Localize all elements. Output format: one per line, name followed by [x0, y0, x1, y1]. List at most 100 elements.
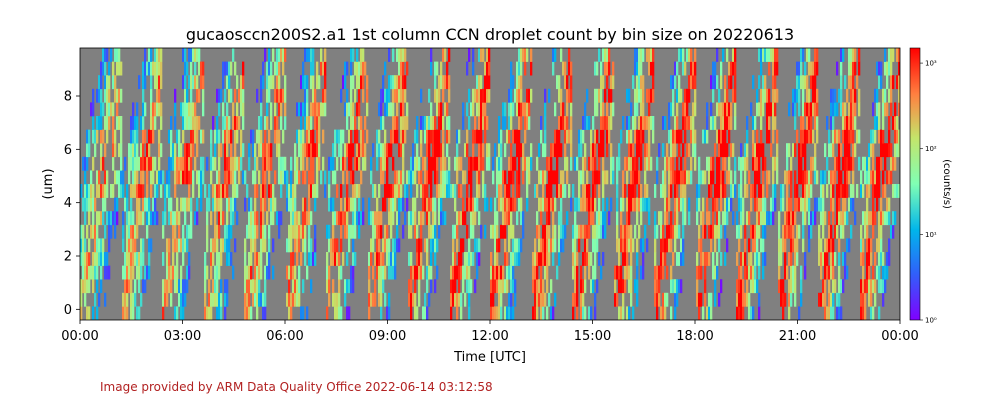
heatmap-cell — [150, 170, 153, 185]
heatmap-cell — [702, 197, 705, 212]
heatmap-cell — [640, 143, 643, 158]
heatmap-cell — [880, 129, 883, 144]
heatmap-cell — [584, 156, 587, 171]
heatmap-cell — [654, 279, 657, 294]
heatmap-cell — [594, 265, 597, 280]
heatmap-cell — [602, 156, 605, 171]
plot-area — [79, 47, 901, 321]
heatmap-cell — [296, 279, 299, 294]
heatmap-cell — [190, 48, 193, 62]
heatmap-cell — [114, 170, 117, 185]
heatmap-cell — [298, 238, 301, 253]
heatmap-cell — [822, 170, 825, 185]
heatmap-cell — [160, 61, 163, 76]
heatmap-cell — [404, 129, 407, 144]
heatmap-cell — [104, 61, 107, 76]
heatmap-cell — [828, 143, 831, 158]
heatmap-cell — [82, 252, 85, 266]
heatmap-cell — [508, 265, 511, 280]
heatmap-cell — [302, 156, 305, 171]
heatmap-cell — [150, 75, 153, 90]
heatmap-cell — [280, 170, 283, 185]
heatmap-cell — [106, 88, 109, 103]
heatmap-cell — [110, 211, 113, 226]
heatmap-cell — [118, 61, 121, 76]
heatmap-cell — [852, 102, 855, 117]
heatmap-cell — [220, 143, 223, 158]
heatmap-cell — [760, 88, 763, 103]
heatmap-cell — [512, 224, 515, 239]
heatmap-cell — [138, 252, 141, 266]
heatmap-cell — [502, 116, 505, 130]
heatmap-cell — [472, 143, 475, 158]
heatmap-cell — [442, 143, 445, 158]
heatmap-cell — [226, 116, 229, 130]
heatmap-cell — [266, 102, 269, 117]
heatmap-cell — [596, 170, 599, 185]
heatmap-cell — [328, 170, 331, 185]
heatmap-cell — [234, 116, 237, 130]
heatmap-cell — [610, 75, 613, 90]
heatmap-cell — [800, 129, 803, 144]
heatmap-cell — [352, 48, 355, 62]
heatmap-cell — [208, 197, 211, 212]
heatmap-cell — [380, 170, 383, 185]
heatmap-cell — [300, 224, 303, 239]
heatmap-cell — [432, 224, 435, 239]
heatmap-cell — [822, 279, 825, 294]
heatmap-cell — [116, 61, 119, 76]
heatmap-cell — [300, 129, 303, 144]
heatmap-cell — [268, 48, 271, 62]
heatmap-cell — [372, 292, 375, 307]
heatmap-cell — [324, 61, 327, 76]
heatmap-cell — [426, 184, 429, 198]
heatmap-cell — [798, 75, 801, 90]
heatmap-cell — [724, 129, 727, 144]
heatmap-cell — [464, 252, 467, 266]
heatmap-cell — [638, 143, 641, 158]
heatmap-cell — [172, 143, 175, 158]
heatmap-cell — [712, 61, 715, 76]
heatmap-cell — [412, 292, 415, 307]
heatmap-cell — [176, 265, 179, 280]
heatmap-cell — [748, 238, 751, 253]
heatmap-cell — [494, 238, 497, 253]
heatmap-cell — [886, 61, 889, 76]
heatmap-cell — [642, 116, 645, 130]
heatmap-cell — [474, 197, 477, 212]
heatmap-cell — [172, 265, 175, 280]
heatmap-cell — [692, 61, 695, 76]
heatmap-cell — [594, 102, 597, 117]
heatmap-cell — [626, 129, 629, 144]
heatmap-cell — [434, 170, 437, 185]
heatmap-cell — [580, 129, 583, 144]
heatmap-cell — [806, 48, 809, 62]
heatmap-cell — [426, 306, 429, 320]
heatmap-cell — [226, 224, 229, 239]
heatmap-cell — [192, 129, 195, 144]
heatmap-cell — [362, 211, 365, 226]
heatmap-cell — [484, 197, 487, 212]
heatmap-cell — [514, 292, 517, 307]
heatmap-cell — [762, 88, 765, 103]
heatmap-cell — [704, 252, 707, 266]
heatmap-cell — [674, 116, 677, 130]
heatmap-cell — [726, 197, 729, 212]
heatmap-cell — [260, 116, 263, 130]
heatmap-cell — [624, 238, 627, 253]
heatmap-cell — [488, 156, 491, 171]
heatmap-cell — [160, 184, 163, 198]
heatmap-cell — [828, 211, 831, 226]
heatmap-cell — [442, 116, 445, 130]
heatmap-cell — [526, 88, 529, 103]
heatmap-cell — [634, 170, 637, 185]
heatmap-cell — [582, 170, 585, 185]
heatmap-cell — [630, 265, 633, 280]
heatmap-cell — [672, 252, 675, 266]
heatmap-cell — [218, 224, 221, 239]
heatmap-cell — [582, 252, 585, 266]
heatmap-cell — [548, 88, 551, 103]
heatmap-cell — [376, 211, 379, 226]
heatmap-cell — [304, 197, 307, 212]
heatmap-cell — [148, 265, 151, 280]
